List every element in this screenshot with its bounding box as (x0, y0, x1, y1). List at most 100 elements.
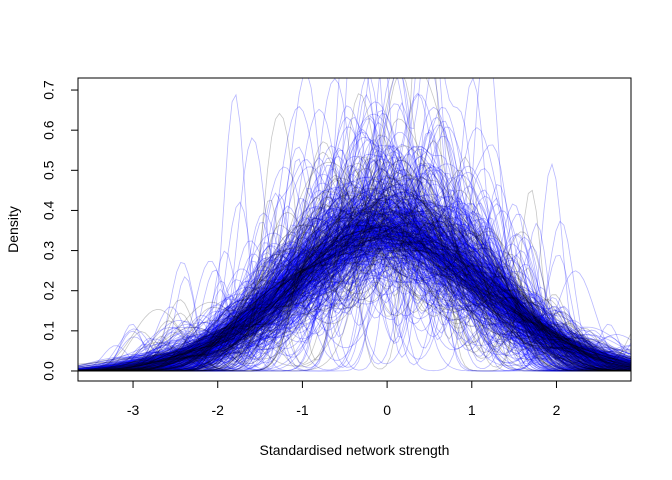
density-curve-0-403 (78, 212, 631, 372)
density-curve-1-75 (78, 191, 631, 372)
density-curve-0-114 (78, 236, 631, 372)
y-axis: 0.0 0.1 0.2 0.3 0.4 0.5 0.6 0.7 (41, 80, 78, 381)
density-curve-0-60 (78, 217, 631, 372)
density-curve-0-330 (78, 235, 631, 372)
density-curve-0-256 (78, 191, 631, 372)
density-curve-0-182 (78, 174, 631, 372)
density-curve-0-43 (78, 196, 631, 372)
density-curve-0-50 (78, 203, 631, 372)
density-curve-1-105 (78, 174, 631, 372)
density-curve-0-139 (78, 219, 631, 372)
density-curve-0-404 (78, 239, 631, 371)
density-curve-0-83 (78, 243, 631, 372)
density-curve-0-362 (78, 193, 631, 372)
density-curve-0-64 (78, 144, 631, 372)
density-curve-0-385 (78, 168, 631, 372)
density-curve-0-224 (78, 216, 631, 372)
density-curve-0-270 (78, 204, 631, 372)
density-curve-0-63 (78, 233, 631, 372)
density-curve-1-19 (78, 211, 631, 372)
density-curve-0-238 (78, 78, 631, 372)
density-curve-0-141 (78, 199, 631, 369)
density-curve-0-354 (78, 173, 631, 372)
density-curve-0-137 (78, 143, 631, 372)
density-curve-1-76 (78, 231, 631, 369)
density-curve-0-195 (78, 189, 631, 372)
density-curve-0-394 (78, 190, 631, 372)
density-curve-0-229 (78, 157, 631, 372)
density-curve-1-41 (78, 222, 631, 372)
density-curve-1-110 (78, 169, 631, 372)
density-curve-1-80 (78, 176, 631, 372)
density-curve-1-8 (78, 224, 631, 372)
density-curve-1-54 (78, 210, 631, 372)
density-curve-0-391 (78, 166, 631, 372)
density-curve-1-27 (78, 223, 631, 372)
density-curve-0-244 (78, 224, 631, 371)
density-curve-0-284 (78, 193, 631, 372)
density-curve-0-8 (78, 183, 631, 371)
density-curve-0-230 (78, 145, 631, 372)
density-curve-0-157 (78, 212, 631, 372)
density-curve-0-192 (78, 208, 631, 372)
density-curve-0-346 (78, 164, 631, 372)
density-curve-0-146 (78, 203, 631, 372)
density-curve-0-291 (78, 213, 631, 371)
density-curve-0-108 (78, 221, 631, 371)
density-curve-1-13 (78, 221, 631, 372)
density-curve-0-106 (78, 244, 631, 372)
density-curve-0-74 (78, 210, 631, 370)
density-curve-0-163 (78, 220, 631, 372)
y-tick-label: 0.0 (41, 361, 57, 381)
density-curve-0-289 (78, 234, 631, 369)
density-curve-0-273 (78, 197, 631, 371)
density-curve-1-32 (78, 244, 631, 372)
density-curve-0-200 (78, 234, 631, 372)
density-curve-1-29 (78, 249, 631, 371)
density-curve-0-161 (78, 227, 631, 371)
density-curve-0-344 (78, 205, 631, 372)
density-curve-0-61 (78, 237, 631, 370)
density-curve-0-107 (78, 162, 631, 372)
density-curve-0-165 (78, 236, 631, 372)
density-curve-1-92 (78, 164, 631, 372)
density-curve-0-187 (78, 225, 631, 372)
density-curve-0-363 (78, 145, 631, 372)
density-curve-0-123 (78, 241, 631, 372)
density-curve-0-299 (78, 210, 631, 372)
density-curve-0-49 (78, 132, 631, 372)
density-curve-0-152 (78, 193, 631, 372)
density-curve-0-89 (78, 156, 631, 372)
density-curve-0-38 (78, 209, 631, 372)
density-curve-1-66 (78, 169, 631, 372)
density-curve-0-398 (78, 228, 631, 372)
density-curve-0-57 (78, 219, 631, 372)
density-curve-0-222 (78, 197, 631, 372)
density-curve-0-339 (78, 189, 631, 372)
density-curve-0-79 (78, 226, 631, 372)
density-curve-1-108 (78, 167, 631, 372)
density-curve-0-193 (78, 101, 631, 372)
density-curve-0-73 (78, 219, 631, 372)
density-curve-0-407 (78, 245, 631, 372)
density-curve-1-24 (78, 190, 631, 372)
density-curve-0-286 (78, 244, 631, 372)
density-curve-0-162 (78, 232, 631, 371)
density-curve-0-144 (78, 219, 631, 372)
density-curve-0-183 (78, 234, 631, 370)
density-curve-0-166 (78, 230, 631, 371)
density-curve-0-48 (78, 236, 631, 370)
density-curve-1-96 (78, 235, 631, 368)
density-curve-0-24 (78, 182, 631, 372)
density-curve-0-255 (78, 105, 631, 372)
density-curve-0-366 (78, 202, 631, 372)
density-curve-0-25 (78, 150, 631, 372)
density-curve-0-210 (78, 192, 631, 372)
density-curve-0-304 (78, 173, 631, 372)
density-curve-0-186 (78, 225, 631, 368)
density-curve-0-145 (78, 226, 631, 372)
density-curve-0-39 (78, 202, 631, 372)
density-curve-0-45 (78, 78, 631, 372)
density-curve-0-17 (78, 228, 631, 372)
density-curve-0-58 (78, 184, 631, 372)
